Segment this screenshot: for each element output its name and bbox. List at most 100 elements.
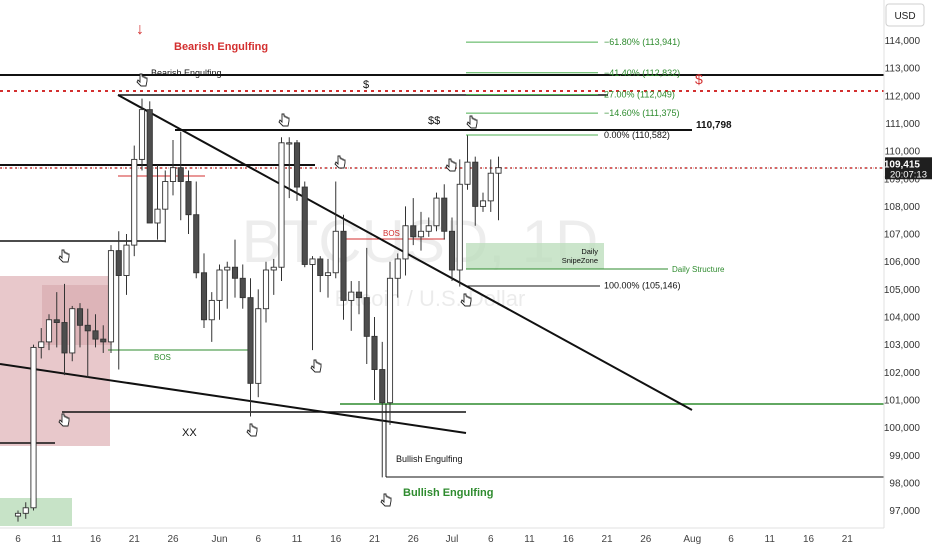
- candle: [286, 137, 293, 199]
- hand-pointer-shape: [278, 113, 290, 127]
- candle: [100, 325, 107, 353]
- snipe-zone-label-1: Daily: [581, 247, 598, 256]
- candle: [425, 217, 432, 237]
- candle-body: [169, 167, 177, 182]
- candle: [301, 181, 308, 268]
- candle: [38, 328, 45, 359]
- fib-level-label: 100.00% (105,146): [604, 280, 681, 290]
- candle: [92, 314, 99, 348]
- candle-body: [200, 272, 208, 321]
- candle: [131, 145, 138, 257]
- candle-body: [76, 308, 84, 326]
- price-tick-label: 100,000: [884, 423, 921, 434]
- date-tick-label: 6: [488, 534, 494, 545]
- candle: [162, 170, 169, 243]
- fib-level-label: 27.00% (112,049): [604, 89, 675, 99]
- hand-pointer-icon: [246, 423, 258, 437]
- candle-body: [53, 319, 60, 323]
- candle: [185, 170, 192, 235]
- date-tick-label: Jun: [211, 534, 227, 545]
- date-axis[interactable]: 6 11 16 21 26 Jun 6 11 16 21 26 Jul 6 11 16 21 26 Aug 6 11 1…: [0, 527, 884, 545]
- date-tick-label: 11: [52, 534, 63, 545]
- double-dollar-marker: $$: [428, 115, 440, 127]
- candle: [386, 261, 394, 425]
- candle: [270, 258, 277, 295]
- hand-pointer-shape: [310, 359, 322, 373]
- price-axis[interactable]: 97,000 98,000 99,000 100,000 101,000 102,000 1…: [883, 0, 932, 528]
- date-tick-label: 21: [842, 534, 854, 545]
- candle-body: [255, 308, 262, 384]
- candle-body: [100, 338, 107, 343]
- hand-pointer-icon: [334, 155, 346, 169]
- date-tick-label: 26: [167, 534, 179, 545]
- xx-label: XX: [182, 427, 197, 439]
- candle: [84, 308, 91, 378]
- candle: [154, 164, 161, 240]
- price-tick-label: 98,000: [889, 478, 920, 489]
- candle: [417, 211, 425, 251]
- candle-body: [394, 258, 401, 279]
- candle-body: [402, 225, 409, 260]
- price-tick-label: 99,000: [889, 451, 920, 462]
- candle-body: [332, 230, 339, 274]
- candle-body: [224, 266, 231, 271]
- date-tick-label: 16: [90, 534, 102, 545]
- candle-body: [348, 291, 355, 301]
- hand-pointer-icon: [466, 115, 478, 129]
- candle-body: [448, 230, 456, 271]
- price-tick-label: 114,000: [885, 36, 921, 47]
- date-tick-label: 16: [330, 534, 342, 545]
- candle-body: [371, 335, 378, 370]
- date-tick-label: Jul: [446, 534, 459, 545]
- candle-body: [270, 266, 277, 271]
- candle-body: [487, 172, 494, 202]
- candle-body: [146, 109, 153, 224]
- candle: [22, 502, 29, 519]
- candle: [231, 239, 239, 298]
- candle-body: [441, 197, 448, 232]
- candle-body: [154, 208, 161, 224]
- hand-pointer-shape: [445, 158, 457, 172]
- candle: [200, 253, 208, 329]
- candle: [239, 264, 246, 309]
- candle-body: [278, 142, 285, 268]
- currency-button[interactable]: USD: [885, 3, 925, 27]
- price-tick-label: 104,000: [884, 313, 921, 324]
- candle: [340, 214, 347, 320]
- candle-body: [317, 258, 324, 276]
- candle: [278, 137, 285, 282]
- candle: [379, 341, 386, 478]
- candle: [309, 256, 316, 351]
- hand-pointer-shape: [460, 293, 472, 307]
- candle-body: [123, 244, 130, 276]
- hand-pointer-icon: [380, 493, 392, 507]
- price-tick-label: 108,000: [884, 202, 921, 213]
- daily-structure-label: Daily Structure: [672, 265, 725, 274]
- bearish-engulfing-label: Bearish Engulfing: [151, 68, 222, 78]
- candle: [115, 231, 122, 370]
- candle-body: [386, 277, 394, 404]
- fib-levels-layer: −61.80% (113,941) −41.40% (112,832) 27.00%…: [466, 37, 681, 290]
- candle: [76, 303, 84, 348]
- hand-pointer-icon: [136, 73, 148, 87]
- price-tick-label: 102,000: [884, 368, 921, 379]
- price-tick-label: 105,000: [884, 285, 921, 296]
- bullish-engulfing-title: Bullish Engulfing: [403, 487, 493, 499]
- candle: [169, 140, 177, 196]
- candle: [410, 198, 417, 246]
- candle: [262, 261, 270, 323]
- candle-body: [433, 197, 440, 227]
- candle: [348, 281, 355, 331]
- candle: [107, 245, 115, 353]
- candle-body: [231, 266, 239, 279]
- candle-body: [69, 308, 76, 354]
- candle-body: [14, 512, 22, 517]
- fib-level-label: 0.00% (110,582): [604, 130, 670, 140]
- level-badge-spacer: [885, 122, 932, 136]
- price-tick-label: 109,000: [884, 174, 921, 185]
- candle-body: [38, 341, 45, 348]
- candle-body: [324, 272, 332, 276]
- hand-pointer-icon: [278, 113, 290, 127]
